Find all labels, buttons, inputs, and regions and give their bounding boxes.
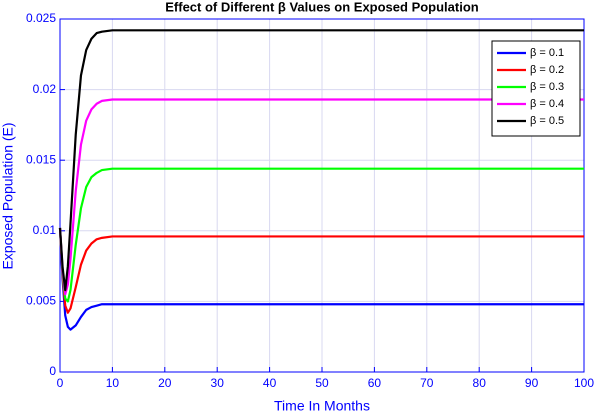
series-line (58, 167, 584, 303)
x-tick-label: 70 (420, 376, 434, 390)
x-tick-label: 10 (106, 376, 120, 390)
x-tick-label: 90 (525, 376, 539, 390)
y-tick-label: 0.025 (26, 11, 56, 25)
series-line (58, 227, 584, 314)
legend-label: β = 0.5 (530, 115, 564, 127)
x-tick-label: 50 (315, 376, 329, 390)
y-tick-label: 0.005 (26, 294, 56, 308)
series-line (58, 227, 584, 331)
x-tick-label: 40 (263, 376, 277, 390)
series-line (58, 29, 584, 292)
legend-label: β = 0.1 (530, 47, 564, 59)
legend-box (491, 40, 581, 137)
x-tick-label: 80 (473, 376, 487, 390)
x-tick-label: 60 (368, 376, 382, 390)
y-axis-label: Exposed Population (E) (0, 122, 16, 269)
x-tick-label: 0 (57, 376, 64, 390)
x-tick-label: 30 (211, 376, 225, 390)
y-tick-label: 0.02 (33, 82, 57, 96)
y-tick-label: 0 (49, 364, 56, 378)
x-axis-label: Time In Months (274, 398, 370, 414)
axes-box (59, 18, 585, 373)
y-tick-label: 0.015 (26, 152, 56, 166)
x-tick-label: 100 (574, 376, 594, 390)
chart-title: Effect of Different β Values on Exposed … (165, 0, 479, 14)
legend-label: β = 0.2 (530, 64, 564, 76)
series-line (58, 98, 584, 296)
x-tick-label: 20 (158, 376, 172, 390)
legend-label: β = 0.4 (530, 98, 564, 110)
y-tick-label: 0.01 (33, 223, 57, 237)
legend-label: β = 0.3 (530, 81, 564, 93)
